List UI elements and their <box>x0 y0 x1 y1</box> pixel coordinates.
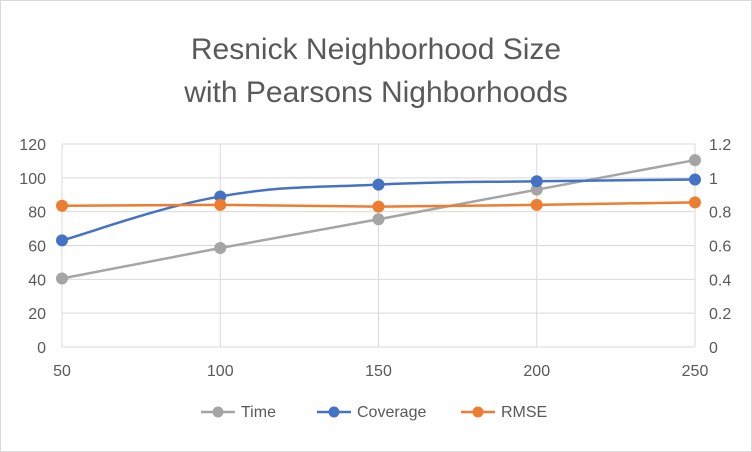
series-layer <box>56 154 701 285</box>
series-rmse <box>56 196 701 213</box>
legend-item-rmse: RMSE <box>461 404 547 421</box>
y-left-tick-label: 100 <box>19 171 46 188</box>
y-left-tick-label: 80 <box>28 205 46 222</box>
x-tick-label: 50 <box>53 363 71 380</box>
chart-title-line-1: Resnick Neighborhood Size <box>191 33 561 66</box>
legend-label: Coverage <box>357 404 426 421</box>
legend: Time Coverage RMSE <box>201 404 547 421</box>
data-point-rmse <box>689 196 701 209</box>
data-point-coverage <box>530 175 543 188</box>
y-right-tick-label: 1.2 <box>709 137 731 154</box>
data-point-rmse <box>372 200 385 213</box>
x-tick-label: 100 <box>207 363 234 380</box>
legend-item-coverage: Coverage <box>317 404 426 421</box>
legend-label: Time <box>241 404 276 421</box>
x-tick-label: 250 <box>682 363 709 380</box>
legend-item-time: Time <box>201 404 276 421</box>
x-tick-label: 200 <box>523 363 550 380</box>
chart-title-line-2: with Pearsons Nighborhoods <box>183 76 568 109</box>
y-right-tick-label: 0.6 <box>709 239 731 256</box>
y-left-tick-label: 120 <box>19 137 46 154</box>
y-right-tick-label: 0 <box>709 340 718 357</box>
y-right-tick-label: 0.4 <box>709 272 731 289</box>
legend-key-marker <box>328 406 340 418</box>
data-point-time <box>689 154 701 167</box>
y-right-tick-label: 1 <box>709 171 718 188</box>
data-point-rmse <box>530 198 543 211</box>
data-point-time <box>214 242 227 255</box>
data-point-rmse <box>214 198 227 211</box>
x-tick-label: 150 <box>365 363 392 380</box>
data-point-coverage <box>372 178 385 191</box>
legend-key-marker <box>212 406 224 418</box>
data-point-coverage <box>56 234 68 247</box>
y-left-tick-label: 40 <box>28 272 46 289</box>
y-left-tick-label: 0 <box>37 340 46 357</box>
axis-labels: 0 20 40 60 80 100 120 0 0.2 0.4 0.6 0.8 1 1.2 50 100 150… <box>19 137 731 380</box>
y-left-tick-label: 60 <box>28 239 46 256</box>
legend-key-marker <box>472 406 484 418</box>
series-coverage <box>56 173 701 247</box>
data-point-rmse <box>56 199 68 212</box>
y-right-tick-label: 0.2 <box>709 306 731 323</box>
data-point-time <box>56 272 68 285</box>
data-point-time <box>372 213 385 226</box>
data-point-coverage <box>689 173 701 186</box>
y-right-tick-label: 0.8 <box>709 205 731 222</box>
legend-label: RMSE <box>501 404 547 421</box>
y-left-tick-label: 20 <box>28 306 46 323</box>
gridlines <box>61 143 696 348</box>
